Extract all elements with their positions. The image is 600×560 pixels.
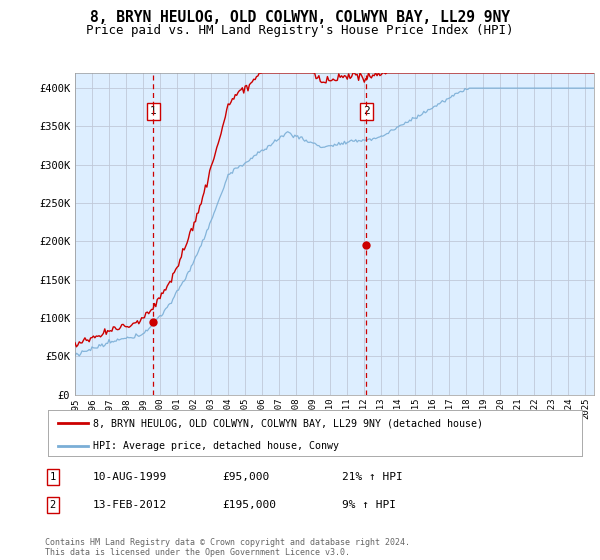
Text: £195,000: £195,000 bbox=[222, 500, 276, 510]
Text: 9% ↑ HPI: 9% ↑ HPI bbox=[342, 500, 396, 510]
Text: £95,000: £95,000 bbox=[222, 472, 269, 482]
Text: Price paid vs. HM Land Registry's House Price Index (HPI): Price paid vs. HM Land Registry's House … bbox=[86, 24, 514, 36]
Text: 8, BRYN HEULOG, OLD COLWYN, COLWYN BAY, LL29 9NY: 8, BRYN HEULOG, OLD COLWYN, COLWYN BAY, … bbox=[90, 10, 510, 25]
Text: 13-FEB-2012: 13-FEB-2012 bbox=[93, 500, 167, 510]
Text: 8, BRYN HEULOG, OLD COLWYN, COLWYN BAY, LL29 9NY (detached house): 8, BRYN HEULOG, OLD COLWYN, COLWYN BAY, … bbox=[94, 418, 484, 428]
Text: 21% ↑ HPI: 21% ↑ HPI bbox=[342, 472, 403, 482]
Text: Contains HM Land Registry data © Crown copyright and database right 2024.
This d: Contains HM Land Registry data © Crown c… bbox=[45, 538, 410, 557]
Text: 2: 2 bbox=[50, 500, 56, 510]
Text: 1: 1 bbox=[150, 106, 157, 116]
Text: 10-AUG-1999: 10-AUG-1999 bbox=[93, 472, 167, 482]
Text: 1: 1 bbox=[50, 472, 56, 482]
Text: HPI: Average price, detached house, Conwy: HPI: Average price, detached house, Conw… bbox=[94, 441, 340, 451]
Text: 2: 2 bbox=[363, 106, 370, 116]
